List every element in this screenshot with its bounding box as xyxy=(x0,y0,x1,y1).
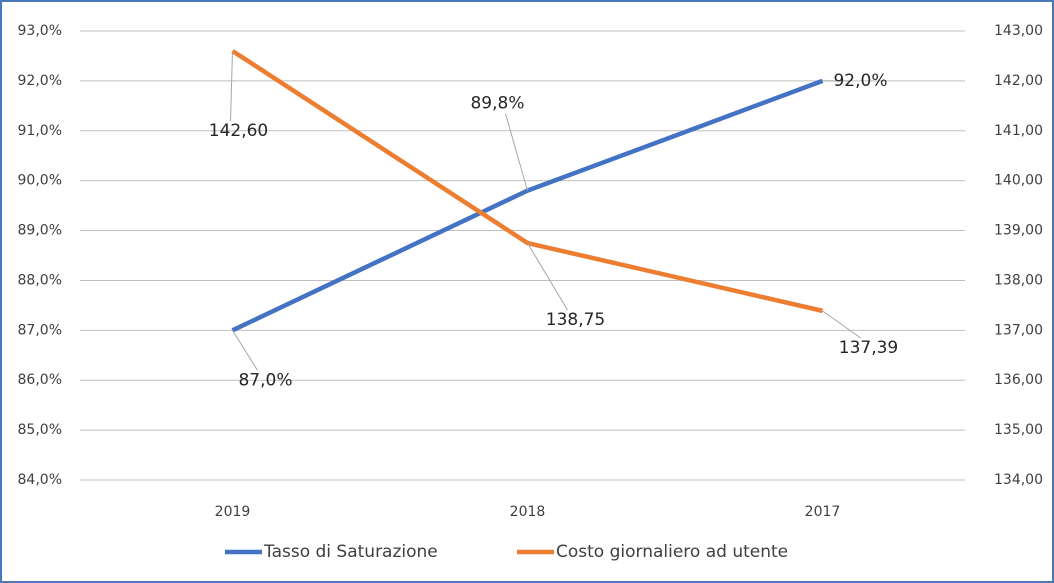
y2-tick-label: 143,00 xyxy=(994,23,1043,39)
legend-label: Costo giornaliero ad utente xyxy=(556,542,788,562)
y2-tick-label: 136,00 xyxy=(994,372,1043,388)
data-label: 87,0% xyxy=(238,370,292,390)
y2-tick-label: 140,00 xyxy=(994,173,1043,189)
x-tick-label: 2019 xyxy=(215,504,251,520)
data-label: 92,0% xyxy=(833,71,887,91)
y-tick-label: 93,0% xyxy=(18,23,62,39)
y-tick-label: 91,0% xyxy=(18,123,62,139)
x-tick-label: 2018 xyxy=(510,504,546,520)
y2-tick-label: 135,00 xyxy=(994,422,1043,438)
y-tick-label: 90,0% xyxy=(18,173,62,189)
legend-label: Tasso di Saturazione xyxy=(263,542,438,562)
y2-tick-label: 139,00 xyxy=(994,223,1043,239)
leader-line xyxy=(527,242,568,311)
leader-line xyxy=(505,113,528,191)
y2-tick-label: 134,00 xyxy=(994,472,1043,488)
leader-line xyxy=(232,330,258,371)
y-tick-label: 89,0% xyxy=(18,223,62,239)
data-label: 138,75 xyxy=(546,310,605,330)
leader-line xyxy=(230,50,233,121)
y-tick-label: 85,0% xyxy=(18,422,62,438)
data-label: 142,60 xyxy=(209,121,268,141)
y2-tick-label: 138,00 xyxy=(994,272,1043,288)
y-tick-label: 87,0% xyxy=(18,322,62,338)
data-label: 137,39 xyxy=(839,338,898,358)
leader-line xyxy=(822,310,861,339)
y2-tick-label: 137,00 xyxy=(994,322,1043,338)
y-tick-label: 86,0% xyxy=(18,372,62,388)
y2-tick-label: 141,00 xyxy=(994,123,1043,139)
y2-tick-label: 142,00 xyxy=(994,73,1043,89)
y-tick-label: 88,0% xyxy=(18,272,62,288)
x-tick-label: 2017 xyxy=(805,504,841,520)
y-tick-label: 84,0% xyxy=(18,472,62,488)
data-label: 89,8% xyxy=(470,94,524,114)
y-tick-label: 92,0% xyxy=(18,73,62,89)
